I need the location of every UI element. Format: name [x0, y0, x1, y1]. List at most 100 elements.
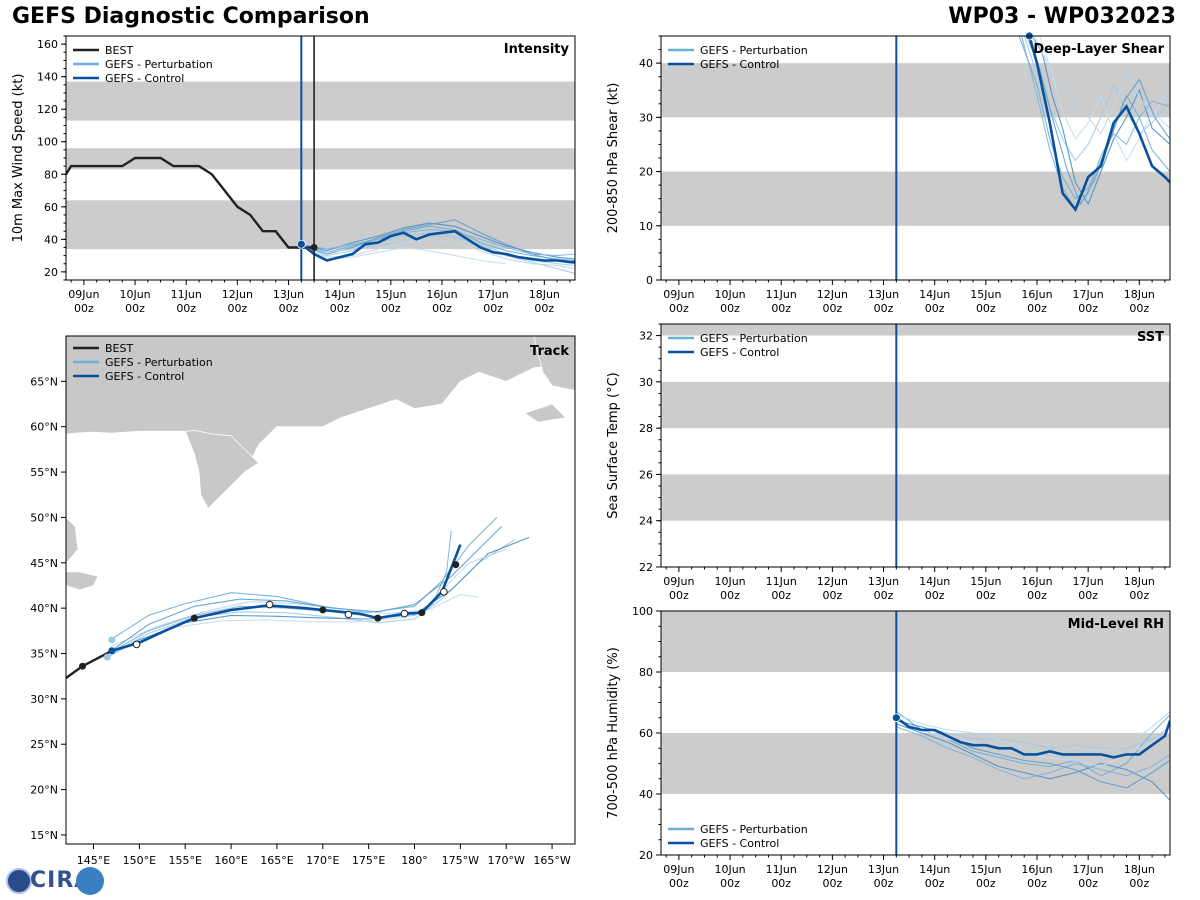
intensity-best-end-marker — [310, 243, 318, 251]
rh-band — [661, 733, 1170, 794]
sst-ytick-label: 30 — [639, 376, 653, 389]
sst-xtick-date: 15Jun — [970, 575, 1001, 588]
track-panel: 15°N 20°N 25°N 30°N 35°N 40°N 45°N 50°N 55°N 60°N… — [30, 335, 576, 867]
shear-perturbation-line — [1031, 36, 1170, 206]
track-control-open-marker — [400, 609, 409, 618]
track-control-open-marker — [132, 640, 141, 649]
sst-xtick-date: 13Jun — [868, 575, 899, 588]
shear-perturbation-line — [1033, 36, 1170, 135]
track-legend-label: GEFS - Perturbation — [105, 356, 213, 369]
intensity-xtick-date: 14Jun — [324, 288, 355, 301]
sst-legend-label: GEFS - Control — [700, 346, 779, 359]
track-control-marker — [374, 614, 382, 622]
track-xtick-label: 145°E — [77, 854, 110, 867]
shear-legend-label: GEFS - Perturbation — [700, 44, 808, 57]
intensity-xtick-date: 18Jun — [529, 288, 560, 301]
shear-plot-area — [661, 36, 1170, 226]
intensity-perturbation-line — [301, 235, 575, 266]
intensity-xtick-date: 13Jun — [273, 288, 304, 301]
intensity-xtick-date: 17Jun — [478, 288, 509, 301]
rh-xtick-hour: 00z — [1129, 877, 1149, 890]
rh-xtick-hour: 00z — [771, 877, 791, 890]
rh-xtick-date: 16Jun — [1021, 863, 1052, 876]
track-ytick-label: 20°N — [30, 784, 58, 797]
track-xtick-label: 175°E — [352, 854, 385, 867]
sst-xtick-hour: 00z — [925, 589, 945, 602]
rh-plot-area — [661, 611, 1170, 801]
rh-xtick-hour: 00z — [1078, 877, 1098, 890]
rh-ytick-label: 20 — [639, 849, 653, 862]
sst-plot-area — [661, 324, 1170, 521]
intensity-xtick-hour: 00z — [534, 302, 554, 315]
intensity-xtick-hour: 00z — [125, 302, 145, 315]
sst-ytick-label: 32 — [639, 330, 653, 343]
intensity-xtick-date: 09Jun — [68, 288, 99, 301]
rh-panel: 2040608010009Jun00z10Jun00z11Jun00z12Jun… — [606, 605, 1171, 890]
globe-icon — [6, 868, 32, 894]
sst-legend-label: GEFS - Perturbation — [700, 332, 808, 345]
track-control-open-marker — [344, 610, 353, 619]
shear-ytick-label: 0 — [646, 274, 653, 287]
track-ytick-label: 45°N — [30, 557, 58, 570]
intensity-band — [66, 148, 575, 170]
figure-title: GEFS Diagnostic Comparison — [12, 4, 370, 29]
rh-xtick-date: 18Jun — [1124, 863, 1155, 876]
intensity-ytick-label: 60 — [44, 201, 58, 214]
intensity-init-marker — [296, 239, 306, 249]
track-frame — [65, 335, 576, 845]
sst-xtick-date: 18Jun — [1124, 575, 1155, 588]
shear-ytick-label: 20 — [639, 166, 653, 179]
shear-xtick-hour: 00z — [720, 302, 740, 315]
sst-xtick-hour: 00z — [874, 589, 894, 602]
intensity-xtick-hour: 00z — [381, 302, 401, 315]
intensity-ytick-label: 80 — [44, 168, 58, 181]
sst-xtick-hour: 00z — [1129, 589, 1149, 602]
shear-xtick-date: 18Jun — [1124, 288, 1155, 301]
rh-xtick-hour: 00z — [822, 877, 842, 890]
intensity-xtick-date: 15Jun — [375, 288, 406, 301]
sst-ytick-label: 22 — [639, 561, 653, 574]
shear-xtick-date: 10Jun — [714, 288, 745, 301]
rh-xtick-date: 09Jun — [663, 863, 694, 876]
shear-xtick-hour: 00z — [1129, 302, 1149, 315]
intensity-xtick-hour: 00z — [432, 302, 452, 315]
shear-xtick-date: 17Jun — [1073, 288, 1104, 301]
rh-xtick-hour: 00z — [874, 877, 894, 890]
intensity-perturbation-line — [301, 229, 575, 257]
intensity-xtick-hour: 00z — [279, 302, 299, 315]
intensity-xtick-hour: 00z — [74, 302, 94, 315]
rh-legend-label: GEFS - Control — [700, 837, 779, 850]
sst-ylabel: Sea Surface Temp (°C) — [606, 372, 621, 519]
satellite-icon — [76, 867, 104, 895]
track-init-perturb-dot — [108, 636, 116, 644]
intensity-xtick-date: 16Jun — [426, 288, 457, 301]
sst-xtick-date: 14Jun — [919, 575, 950, 588]
shear-band — [661, 171, 1170, 226]
track-control-open-marker — [440, 588, 448, 596]
intensity-ytick-label: 120 — [37, 103, 58, 116]
rh-ytick-label: 60 — [639, 727, 653, 740]
track-control-marker — [108, 647, 116, 655]
shear-ytick-label: 40 — [639, 57, 653, 70]
rh-band — [661, 611, 1170, 672]
intensity-best-line — [66, 156, 315, 249]
track-perturbation-line — [111, 530, 452, 653]
track-init-perturb-dot — [103, 653, 111, 661]
track-control-marker — [418, 609, 426, 617]
intensity-legend-label: BEST — [105, 44, 133, 57]
rh-xtick-hour: 00z — [720, 877, 740, 890]
track-ytick-label: 60°N — [30, 421, 58, 434]
track-ytick-label: 25°N — [30, 738, 58, 751]
shear-xtick-hour: 00z — [1027, 302, 1047, 315]
shear-panel-title: Deep-Layer Shear — [1033, 42, 1164, 57]
intensity-xtick-hour: 00z — [483, 302, 503, 315]
intensity-xtick-hour: 00z — [330, 302, 350, 315]
track-ytick-label: 40°N — [30, 602, 58, 615]
track-xtick-label: 155°E — [168, 854, 201, 867]
rh-xtick-date: 12Jun — [817, 863, 848, 876]
intensity-perturbation-line — [301, 232, 575, 275]
track-xtick-label: 150°E — [123, 854, 156, 867]
island-landmass — [523, 403, 567, 423]
sst-xtick-date: 11Jun — [766, 575, 797, 588]
